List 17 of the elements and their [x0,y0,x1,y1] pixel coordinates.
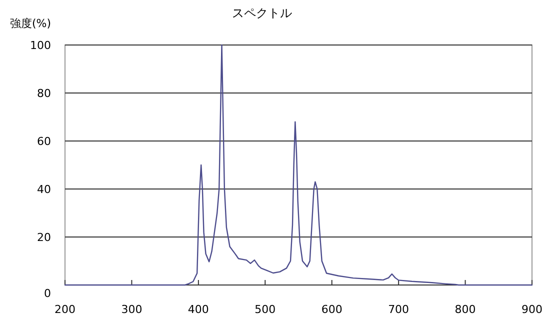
x-tick-label: 800 [454,303,476,316]
chart-title: スペクトル [232,6,292,20]
x-tick-label: 900 [522,303,542,316]
x-tick-label: 700 [388,303,410,316]
x-tick-label: 600 [321,303,342,316]
line-series [64,44,533,286]
y-tick-label: 60 [37,135,51,148]
y-tick-label: 20 [37,231,51,244]
y-tick-label: 40 [37,183,51,196]
y-tick-label: 80 [37,87,51,100]
x-tick-label: 500 [254,303,276,316]
x-tick-label: 300 [121,303,142,316]
y-tick-label: 0 [44,287,51,300]
y-tick-label: 100 [30,39,51,52]
x-tick-label: 200 [54,303,76,316]
y-axis-title: 強度(%) [10,17,52,30]
x-tick-label: 400 [188,303,209,316]
